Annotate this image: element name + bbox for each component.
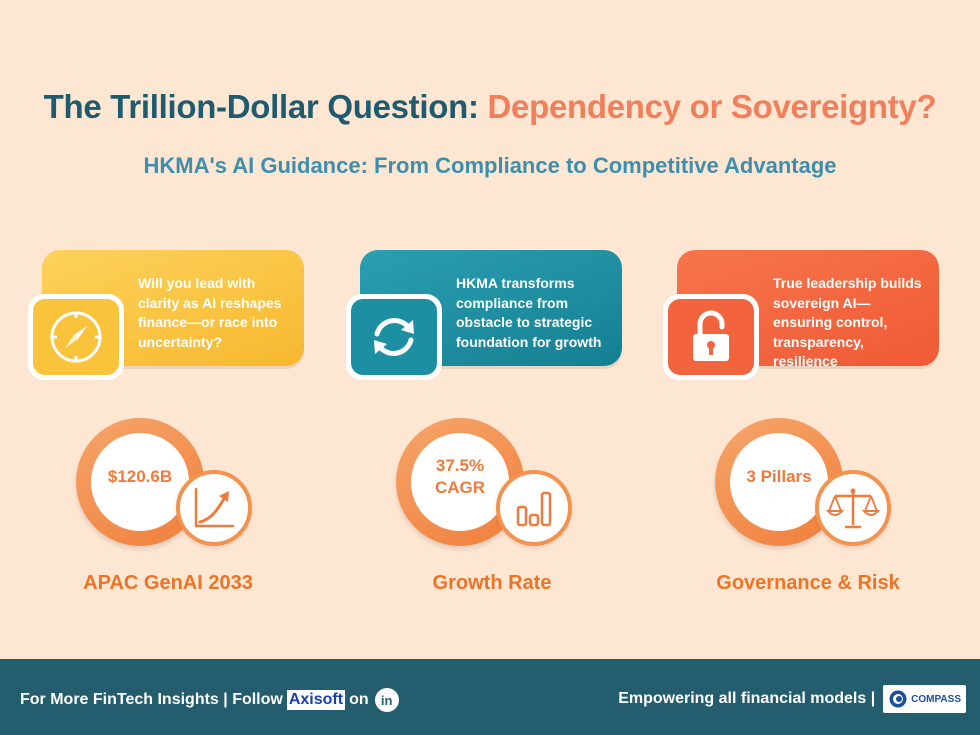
stat-governance: 3 Pillars xyxy=(715,418,915,553)
refresh-arrows-icon xyxy=(374,318,414,356)
footer-bar: For More FinTech Insights | Follow Axiso… xyxy=(0,659,980,735)
card-hkma-compliance: HKMA transforms compliance from obstacle… xyxy=(346,250,622,380)
footer-tagline: Empowering all financial models | COMPAS… xyxy=(618,685,966,713)
bar-chart-icon xyxy=(516,491,552,527)
card-clarity: Will you lead with clarity as AI reshape… xyxy=(28,250,304,380)
stat-growth-rate: 37.5% CAGR xyxy=(396,418,596,553)
stat-value-line1: 37.5% xyxy=(435,456,485,475)
card-icon-frame xyxy=(663,294,759,380)
stat-value-line2: CAGR xyxy=(434,478,486,497)
card-sovereign-ai: True leadership builds sovereign AI—ensu… xyxy=(663,250,939,380)
stat-value: $120.6B xyxy=(91,433,189,531)
stat-apac-genai: $120.6B xyxy=(76,418,276,553)
linkedin-icon[interactable]: in xyxy=(374,688,399,712)
footer-on-text: on xyxy=(349,691,369,708)
card-text: HKMA transforms compliance from obstacle… xyxy=(456,275,602,350)
stat-ring: 3 Pillars xyxy=(715,418,843,546)
card-icon-frame xyxy=(346,294,442,380)
stat-badge xyxy=(815,470,891,546)
compass-logo-icon xyxy=(889,690,907,708)
stat-label: Governance & Risk xyxy=(716,572,900,594)
page-title: The Trillion-Dollar Question: Dependency… xyxy=(0,88,980,126)
card-text: True leadership builds sovereign AI—ensu… xyxy=(773,275,922,369)
footer-left-text: For More FinTech Insights | Follow xyxy=(20,691,283,708)
compass-icon xyxy=(50,311,102,363)
axisoft-brand-link[interactable]: Axisoft xyxy=(286,690,346,710)
page-subtitle: HKMA's AI Guidance: From Compliance to C… xyxy=(143,153,837,178)
card-icon-frame xyxy=(28,294,124,380)
stat-badge xyxy=(496,470,572,546)
stat-label: APAC GenAI 2033 xyxy=(83,572,253,594)
title-accent: Dependency or Sovereignty? xyxy=(487,88,937,125)
trend-up-chart-icon xyxy=(194,487,235,528)
compass-logo: COMPASS xyxy=(883,685,966,713)
scales-icon xyxy=(825,488,881,529)
footer-follow: For More FinTech Insights | Follow Axiso… xyxy=(20,688,399,712)
stat-badge xyxy=(176,470,252,546)
unlocked-padlock-icon xyxy=(693,310,729,361)
stat-value: 37.5% CAGR xyxy=(411,433,509,531)
card-text: Will you lead with clarity as AI reshape… xyxy=(138,275,282,350)
compass-logo-text: COMPASS xyxy=(911,693,961,705)
footer-right-text: Empowering all financial models | xyxy=(618,690,876,707)
stat-label: Growth Rate xyxy=(432,572,552,594)
title-main: The Trillion-Dollar Question: xyxy=(43,88,488,125)
stat-value: 3 Pillars xyxy=(730,433,828,531)
